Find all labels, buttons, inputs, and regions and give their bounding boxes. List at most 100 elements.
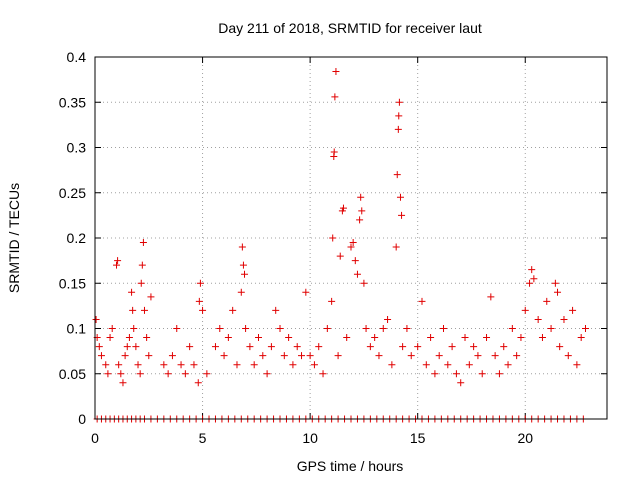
data-point bbox=[530, 275, 538, 283]
data-point bbox=[220, 352, 228, 360]
data-point bbox=[551, 279, 559, 287]
data-point bbox=[362, 325, 370, 332]
data-point bbox=[147, 293, 155, 301]
data-point bbox=[435, 352, 443, 360]
data-point bbox=[132, 343, 140, 351]
data-point bbox=[483, 334, 491, 342]
data-point bbox=[444, 361, 452, 369]
x-tick-label: 15 bbox=[410, 430, 426, 446]
data-point bbox=[330, 148, 338, 156]
data-point bbox=[136, 370, 144, 378]
data-point bbox=[259, 352, 267, 360]
data-point bbox=[102, 361, 110, 369]
y-tick-label: 0.1 bbox=[67, 321, 87, 337]
data-point bbox=[196, 279, 204, 287]
data-point bbox=[538, 334, 546, 342]
data-point bbox=[347, 243, 355, 251]
y-tick-label: 0.2 bbox=[67, 230, 87, 246]
data-point bbox=[181, 370, 189, 378]
data-point bbox=[375, 352, 383, 360]
data-point bbox=[97, 352, 105, 360]
plot-frame bbox=[94, 56, 608, 420]
data-point bbox=[554, 288, 562, 296]
data-point bbox=[195, 297, 203, 305]
data-point bbox=[353, 270, 361, 278]
grid-lines bbox=[95, 57, 607, 419]
data-point bbox=[186, 343, 194, 351]
data-point bbox=[398, 211, 406, 219]
x-tick-label: 10 bbox=[302, 430, 318, 446]
data-point bbox=[250, 361, 258, 369]
data-point bbox=[573, 361, 581, 369]
data-point bbox=[564, 352, 572, 360]
data-point bbox=[95, 343, 103, 351]
data-point bbox=[358, 207, 366, 215]
data-point bbox=[246, 343, 254, 351]
data-point bbox=[114, 257, 122, 265]
data-point bbox=[336, 252, 344, 260]
data-point bbox=[388, 361, 396, 369]
data-point bbox=[194, 379, 202, 387]
data-point bbox=[329, 234, 337, 242]
data-point bbox=[130, 325, 138, 332]
data-point bbox=[517, 334, 525, 342]
data-point bbox=[285, 334, 293, 342]
data-point bbox=[328, 297, 336, 305]
data-point bbox=[474, 352, 482, 360]
data-point bbox=[128, 288, 136, 296]
data-point bbox=[121, 352, 129, 360]
data-point bbox=[457, 379, 465, 387]
data-point bbox=[528, 266, 536, 274]
data-point bbox=[123, 343, 131, 351]
data-point bbox=[138, 261, 146, 269]
data-point bbox=[356, 216, 364, 224]
data-point bbox=[581, 325, 589, 332]
data-point bbox=[521, 306, 529, 314]
y-tick-label: 0.35 bbox=[59, 94, 86, 110]
data-point bbox=[513, 352, 521, 360]
data-point bbox=[569, 306, 577, 314]
data-point bbox=[267, 343, 275, 351]
data-point bbox=[495, 370, 503, 378]
data-point bbox=[263, 370, 271, 378]
data-point bbox=[448, 343, 456, 351]
y-tick-label: 0.15 bbox=[59, 275, 86, 291]
data-point bbox=[216, 325, 224, 332]
data-point bbox=[139, 239, 147, 247]
data-point bbox=[145, 352, 153, 360]
data-point bbox=[315, 343, 323, 351]
data-point bbox=[137, 279, 145, 287]
data-point bbox=[396, 193, 404, 201]
data-point bbox=[339, 204, 347, 212]
data-point bbox=[349, 239, 357, 247]
data-point bbox=[143, 334, 151, 342]
data-point bbox=[487, 293, 495, 301]
data-point bbox=[238, 243, 246, 251]
data-point bbox=[461, 334, 469, 342]
data-point bbox=[332, 67, 340, 75]
data-point bbox=[470, 343, 478, 351]
y-tick-label: 0.4 bbox=[67, 49, 87, 65]
data-point bbox=[422, 361, 430, 369]
data-point bbox=[427, 334, 435, 342]
x-tick-label: 5 bbox=[199, 430, 207, 446]
y-tick-label: 0.05 bbox=[59, 366, 86, 382]
data-point bbox=[113, 261, 121, 269]
chart-title: Day 211 of 2018, SRMTID for receiver lau… bbox=[218, 20, 482, 36]
data-point bbox=[392, 243, 400, 251]
data-point bbox=[272, 306, 280, 314]
data-point bbox=[407, 352, 415, 360]
data-point bbox=[465, 361, 473, 369]
x-tick-label: 0 bbox=[91, 430, 99, 446]
data-point bbox=[543, 297, 551, 305]
data-point bbox=[276, 325, 284, 332]
data-point bbox=[108, 325, 116, 332]
x-axis-label: GPS time / hours bbox=[297, 458, 404, 474]
data-point bbox=[534, 315, 542, 323]
data-point bbox=[92, 315, 100, 323]
data-point bbox=[298, 352, 306, 360]
data-point bbox=[577, 334, 585, 342]
data-point bbox=[556, 343, 564, 351]
data-point bbox=[160, 361, 168, 369]
